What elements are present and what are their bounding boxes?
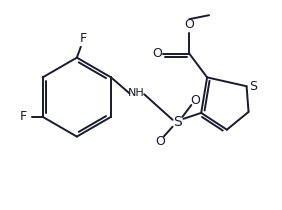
- Text: S: S: [250, 80, 257, 93]
- Text: O: O: [184, 18, 194, 31]
- Text: F: F: [19, 110, 27, 123]
- Text: NH: NH: [128, 88, 145, 98]
- Text: S: S: [173, 115, 182, 129]
- Text: O: O: [152, 47, 162, 60]
- Text: O: O: [155, 135, 165, 148]
- Text: F: F: [80, 32, 87, 45]
- Text: O: O: [190, 94, 200, 106]
